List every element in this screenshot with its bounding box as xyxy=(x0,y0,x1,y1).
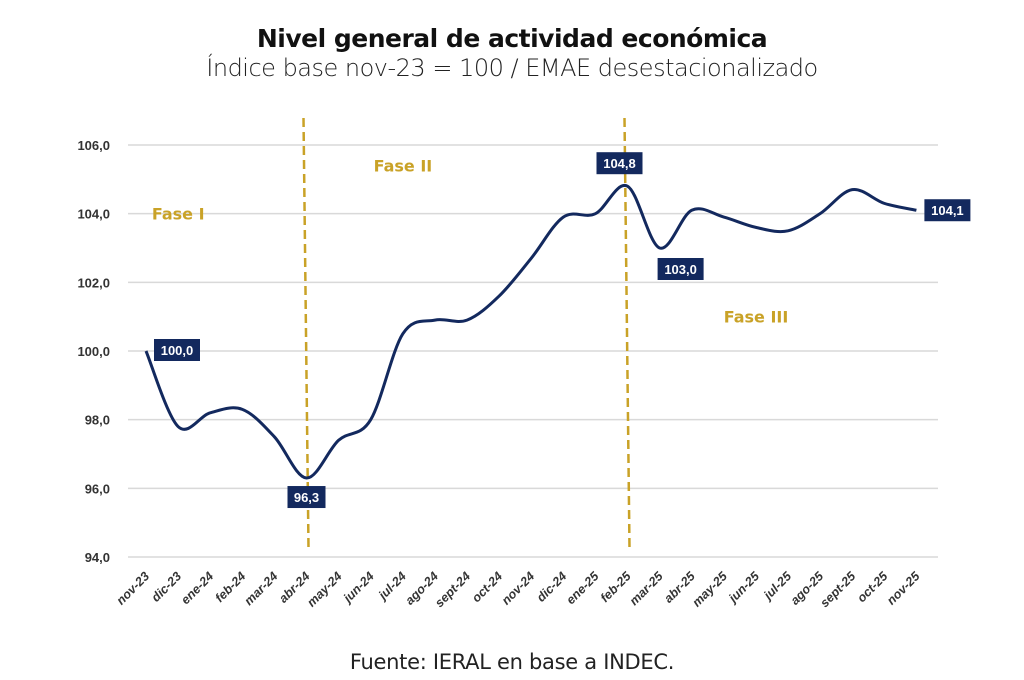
data-label-box xyxy=(287,486,326,509)
x-tick-label: nov-24 xyxy=(499,569,537,607)
phase-label: Fase I xyxy=(152,205,205,224)
data-label: 104,8 xyxy=(603,156,636,171)
phase-label: Fase II xyxy=(374,157,433,176)
data-label-box xyxy=(596,152,643,175)
series-line xyxy=(144,184,917,480)
x-tick-label: sept-25 xyxy=(817,568,859,610)
x-tick-label: ene-24 xyxy=(178,569,216,607)
x-tick-label: nov-25 xyxy=(884,568,923,607)
x-tick-label: dic-23 xyxy=(149,569,184,604)
data-label-box xyxy=(657,258,704,280)
data-label: 104,1 xyxy=(931,203,964,218)
phase-label: Fase III xyxy=(724,308,789,327)
chart-title: Nivel general de actividad económica xyxy=(256,24,768,53)
x-tick-label: jun-24 xyxy=(339,569,376,606)
x-tick-label: dic-24 xyxy=(534,569,569,604)
x-tick-label: sept-24 xyxy=(432,569,473,610)
y-tick-label: 98,0 xyxy=(85,413,110,428)
y-tick-label: 100,0 xyxy=(77,344,110,359)
x-tick-label: may-24 xyxy=(304,569,344,609)
phase-divider xyxy=(623,117,631,549)
x-tick-label: nov-23 xyxy=(114,569,152,607)
data-label-box xyxy=(924,199,971,222)
y-tick-label: 96,0 xyxy=(85,481,110,496)
x-tick-label: jun-25 xyxy=(725,568,763,606)
phase-divider xyxy=(302,117,310,549)
data-label: 100,0 xyxy=(161,343,194,358)
chart-subtitle: Índice base nov-23 = 100 / EMAE desestac… xyxy=(206,54,818,82)
y-tick-label: 104,0 xyxy=(77,207,110,222)
y-tick-label: 106,0 xyxy=(77,138,110,153)
x-tick-label: mar-25 xyxy=(627,568,667,608)
source-note: Fuente: IERAL en base a INDEC. xyxy=(349,650,675,674)
x-tick-label: ene-25 xyxy=(564,568,603,607)
y-tick-label: 102,0 xyxy=(77,275,110,290)
x-tick-label: may-25 xyxy=(690,568,731,609)
y-tick-label: 94,0 xyxy=(85,550,110,565)
data-label-box xyxy=(154,339,200,361)
x-tick-label: mar-24 xyxy=(242,569,281,608)
data-label: 103,0 xyxy=(664,262,697,277)
data-label: 96,3 xyxy=(294,490,319,505)
